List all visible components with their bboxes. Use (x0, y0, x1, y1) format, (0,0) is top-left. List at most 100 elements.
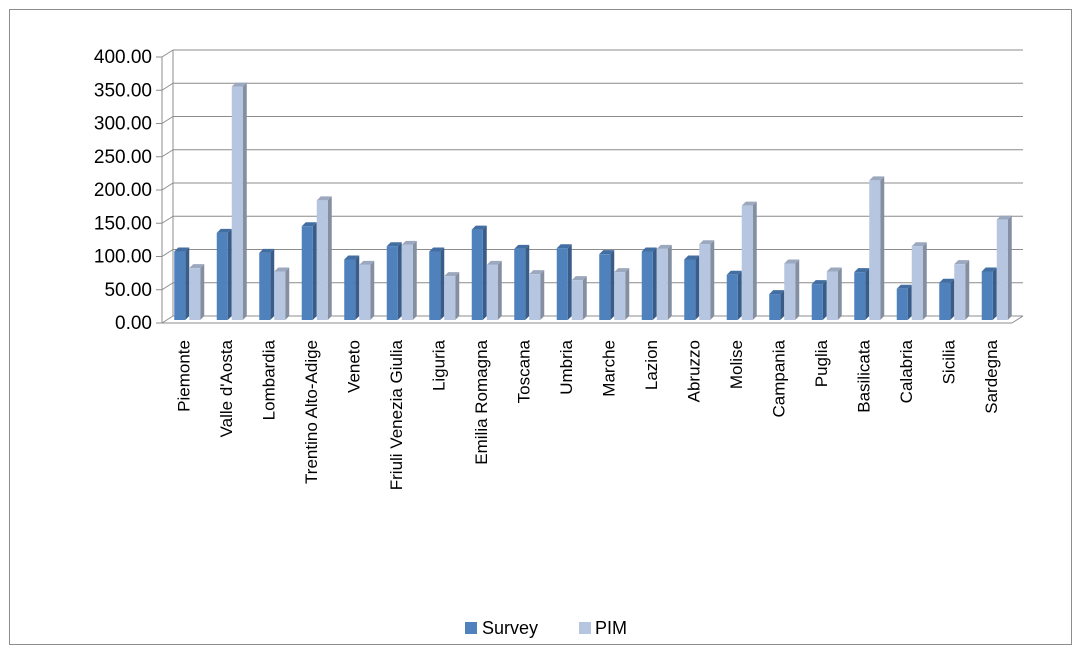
y-axis-ticks: 0.00 50.00 100.00 150.00 200.00 250.00 300.00 3… (94, 47, 152, 334)
x-category-label: Friuli Venezia Giulia (387, 339, 406, 490)
x-category-label: Toscana (514, 339, 533, 403)
bar-survey-2 (259, 248, 275, 320)
bar-side (242, 82, 247, 320)
x-axis-depth-line (1011, 315, 1024, 324)
bar-front (231, 86, 243, 320)
bar-front (599, 254, 611, 320)
bar-front (401, 244, 413, 320)
bar-top (471, 225, 487, 230)
bar-side (795, 259, 800, 320)
bar-survey-18 (939, 278, 955, 320)
bar-front (996, 219, 1008, 320)
bar-pim-16 (869, 176, 885, 320)
bar-top (869, 176, 885, 181)
bar-survey-8 (514, 244, 530, 320)
gridline-depth (161, 49, 174, 58)
bar-front (981, 271, 993, 320)
y-tick-label: 50.00 (104, 280, 152, 301)
bar-survey-19 (981, 267, 997, 320)
bar-pim-10 (614, 268, 630, 320)
bar-front (896, 288, 908, 320)
bar-pim-3 (316, 196, 332, 320)
bar-top (174, 247, 190, 252)
bar-front (826, 271, 838, 320)
bar-front (259, 252, 271, 320)
bar-side (185, 247, 190, 320)
bar-front (189, 268, 201, 320)
bar-side (270, 248, 275, 320)
legend-label-survey: Survey (482, 618, 538, 638)
bar-side (327, 196, 332, 320)
bar-pim-2 (274, 267, 290, 320)
bar-top (189, 264, 205, 269)
bar-side (780, 290, 785, 320)
bar-top (769, 290, 785, 295)
bar-pim-6 (444, 272, 460, 320)
bar-survey-11 (641, 247, 657, 320)
bar-top (556, 244, 572, 249)
bar-survey-13 (726, 270, 742, 320)
y-tick-label: 300.00 (94, 114, 152, 135)
bar-front (656, 248, 668, 320)
bar-survey-15 (811, 280, 827, 320)
bar-top (429, 247, 445, 252)
bar-side (567, 244, 572, 320)
bar-side (992, 267, 997, 320)
gridline-depth (161, 116, 174, 124)
bar-pim-11 (656, 244, 672, 320)
bar-top (614, 268, 630, 273)
bar-top (726, 270, 742, 275)
gridlines (161, 49, 1023, 324)
bar-side (455, 272, 460, 320)
bar-front (529, 274, 541, 320)
x-category-label: Puglia (812, 339, 831, 387)
bar-top (954, 260, 970, 265)
bar-front (174, 251, 186, 320)
bar-front (699, 244, 711, 320)
bar-top (259, 248, 275, 253)
bar-survey-17 (896, 284, 912, 320)
bar-top (896, 284, 912, 289)
x-category-label: Lazion (642, 340, 661, 390)
bar-pim-5 (401, 240, 417, 320)
bar-side (950, 278, 955, 320)
bar-front (471, 229, 483, 320)
x-category-label: Campania (769, 339, 788, 417)
bar-top (911, 242, 927, 247)
bar-side (667, 244, 672, 320)
bar-side (737, 270, 742, 320)
bar-top (386, 242, 402, 247)
bar-pim-19 (996, 215, 1012, 320)
bar-side (482, 225, 487, 320)
x-category-label: Veneto (344, 340, 363, 393)
bar-front (444, 276, 456, 320)
bar-side (525, 244, 530, 320)
bar-survey-1 (216, 228, 232, 320)
bar-survey-10 (599, 250, 615, 320)
bar-side (440, 247, 445, 320)
x-category-label: Valle d'Aosta (217, 339, 236, 437)
legend-swatch-pim (579, 622, 591, 634)
bar-top (344, 255, 360, 260)
bar-side (582, 276, 587, 320)
legend-swatch-survey (465, 622, 477, 634)
bar-side (625, 268, 630, 320)
bar-side (285, 267, 290, 320)
gridline-depth (161, 149, 174, 158)
legend: Survey PIM (465, 618, 627, 638)
bar-front (316, 200, 328, 320)
bar-front (359, 264, 371, 320)
bar-front (869, 180, 881, 320)
bar-side (412, 240, 417, 320)
bar-front (301, 226, 313, 320)
x-category-label: Sardegna (982, 339, 1001, 413)
bar-pim-0 (189, 264, 205, 320)
bar-side (1007, 215, 1012, 320)
y-tick-label: 350.00 (94, 80, 152, 101)
bar-side (397, 242, 402, 320)
bar-front (911, 246, 923, 320)
y-tick-label: 150.00 (94, 213, 152, 234)
x-category-label: Liguria (429, 339, 448, 391)
chart-frame: 0.00 50.00 100.00 150.00 200.00 250.00 300.00 3… (9, 9, 1072, 645)
bar-survey-14 (769, 290, 785, 320)
